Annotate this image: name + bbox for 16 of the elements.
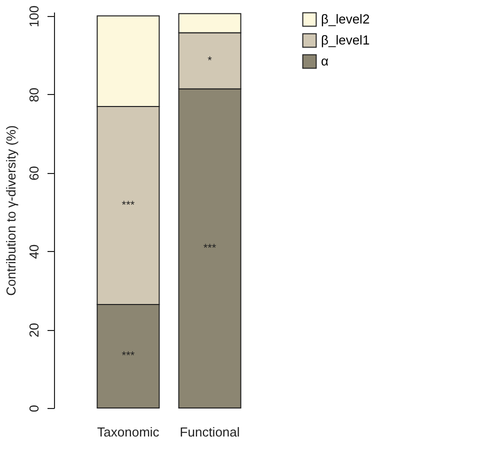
y-axis-title: Contribution to γ-diversity (%) — [4, 125, 18, 296]
x-tick-label: Taxonomic — [97, 424, 160, 440]
legend-label: β_level1 — [321, 32, 370, 48]
y-tick-label: 40 — [26, 244, 42, 259]
legend-label: α — [321, 54, 329, 68]
data-label: *** — [122, 199, 136, 212]
x-tick-label: Functional — [180, 424, 240, 440]
y-tick-label: 20 — [26, 322, 42, 338]
y-tick-label: 80 — [26, 88, 42, 102]
data-label: * — [208, 54, 213, 67]
y-tick-label: 0 — [26, 404, 42, 412]
legend-label: β_level2 — [321, 12, 370, 26]
y-tick-label: 60 — [26, 166, 42, 180]
data-label: *** — [203, 242, 217, 254]
y-tick-label: 100 — [26, 6, 42, 28]
data-label: *** — [122, 350, 136, 362]
